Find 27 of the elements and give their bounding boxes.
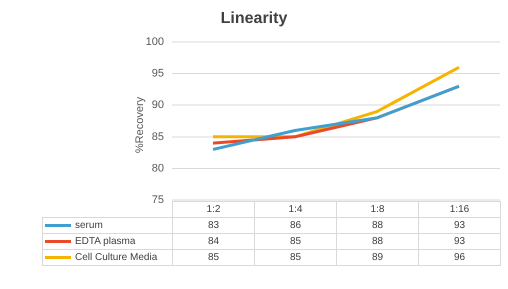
- chart-title: Linearity: [220, 10, 288, 28]
- y-tick-label: 100: [146, 36, 164, 48]
- x-tick-label: 1:4: [254, 202, 336, 218]
- data-label: 85: [254, 250, 336, 266]
- data-label: 83: [172, 218, 254, 234]
- x-tick-label: 1:2: [172, 202, 254, 218]
- y-tick-label: 75: [152, 194, 164, 206]
- data-label: 93: [418, 234, 500, 250]
- x-tick-label: 1:16: [418, 202, 500, 218]
- data-label: 88: [336, 234, 418, 250]
- y-tick-label: 95: [152, 68, 164, 80]
- legend-label: EDTA plasma: [42, 234, 172, 250]
- legend-label: Cell Culture Media: [42, 250, 172, 266]
- data-label: 88: [336, 218, 418, 234]
- data-label: 84: [172, 234, 254, 250]
- data-label: 85: [254, 234, 336, 250]
- y-tick-label: 85: [152, 130, 164, 143]
- data-label: 96: [418, 250, 500, 266]
- data-label: 89: [336, 250, 418, 266]
- data-label: 85: [172, 250, 254, 266]
- x-tick-label: 1:8: [336, 202, 418, 218]
- y-axis-title: %Recovery: [134, 96, 146, 154]
- data-label: 93: [418, 218, 500, 234]
- y-tick-label: 80: [152, 162, 164, 174]
- legend-label: serum: [42, 218, 172, 234]
- data-label: 86: [254, 218, 336, 234]
- y-tick-label: 90: [152, 99, 164, 112]
